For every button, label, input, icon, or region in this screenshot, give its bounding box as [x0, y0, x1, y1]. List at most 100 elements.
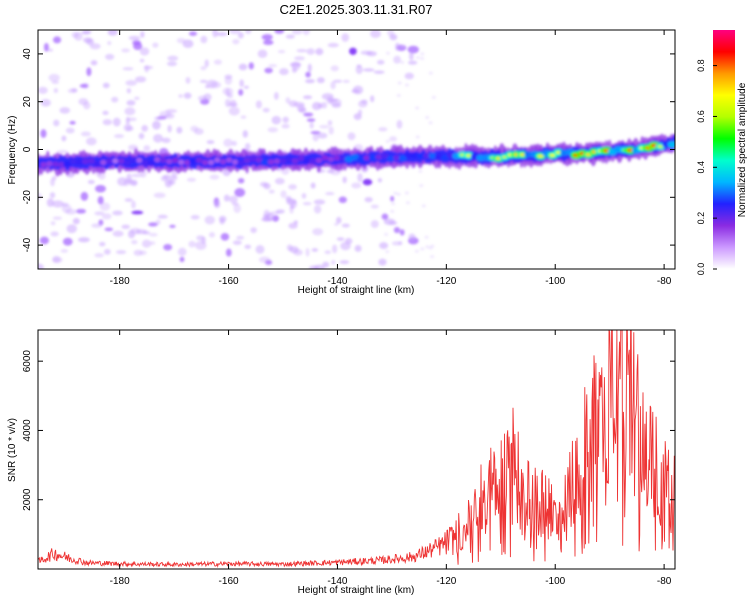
noise-speckle	[245, 30, 252, 35]
ridge-blob	[136, 157, 143, 163]
noise-speckle	[90, 60, 98, 66]
noise-speckle	[390, 209, 395, 213]
noise-speckle	[393, 226, 401, 234]
noise-speckle	[336, 216, 342, 224]
noise-speckle	[240, 115, 247, 119]
noise-speckle	[407, 60, 418, 65]
noise-speckle	[305, 71, 311, 78]
noise-speckle	[430, 255, 435, 259]
noise-speckle	[52, 216, 63, 220]
noise-speckle	[291, 30, 303, 35]
noise-speckle	[237, 31, 244, 39]
noise-speckle	[183, 92, 192, 99]
ridge-blob	[159, 157, 167, 164]
noise-speckle	[347, 132, 356, 141]
noise-speckle	[354, 245, 362, 252]
ridge-blob	[381, 153, 389, 159]
noise-speckle	[186, 177, 197, 182]
noise-speckle	[61, 204, 72, 213]
noise-speckle	[53, 119, 60, 127]
noise-speckle	[255, 100, 262, 109]
noise-speckle	[225, 248, 232, 257]
noise-speckle	[99, 241, 106, 247]
noise-speckle	[341, 223, 350, 228]
noise-speckle	[131, 210, 144, 215]
snr-y-tick-label: 2000	[22, 488, 33, 511]
noise-speckle	[65, 127, 75, 134]
ridge-blob	[393, 155, 401, 161]
noise-speckle	[97, 196, 104, 205]
spectrogram-y-tick-label: -40	[22, 237, 33, 252]
noise-speckle	[190, 125, 199, 132]
noise-speckle	[232, 38, 240, 45]
snr-x-tick-label: -80	[657, 576, 672, 587]
ridge-blob	[57, 161, 65, 168]
noise-speckle	[330, 81, 336, 90]
noise-speckle	[333, 79, 343, 83]
spectrogram-x-tick-label: -140	[327, 276, 347, 287]
noise-speckle	[267, 127, 279, 133]
noise-speckle	[125, 125, 134, 132]
spectrogram-x-ticks: -180 -160 -140 -120 -100 -80	[110, 30, 672, 287]
noise-speckle	[94, 184, 107, 193]
ridge-blob	[117, 158, 125, 164]
ridge-blob	[327, 156, 335, 163]
noise-speckle	[121, 48, 131, 53]
spectrogram-y-tick-label: 0	[22, 146, 33, 152]
noise-speckle	[257, 49, 268, 58]
noise-speckle	[415, 135, 420, 139]
ridge-blob	[285, 156, 293, 163]
ridge-blob	[81, 158, 89, 165]
noise-speckle	[62, 237, 73, 246]
noise-speckle	[94, 211, 105, 216]
noise-speckle	[224, 74, 233, 80]
noise-speckle	[112, 117, 121, 127]
ridge-blob	[303, 157, 311, 164]
noise-speckle	[157, 214, 168, 219]
noise-speckle	[50, 231, 59, 237]
noise-speckle	[408, 233, 416, 241]
ridge-blob	[112, 158, 119, 164]
noise-speckle	[125, 116, 130, 125]
noise-speckle	[216, 32, 228, 37]
noise-speckle	[86, 67, 92, 77]
ridge-blob	[93, 160, 102, 167]
ridge-blob	[52, 161, 59, 167]
noise-speckle	[339, 260, 350, 265]
spectrogram-panel: -180 -160 -140 -120 -100 -80 -40 -20 0 20 40 Heig…	[7, 29, 676, 296]
noise-speckle	[317, 132, 328, 139]
ridge-blob	[297, 155, 305, 162]
noise-speckle	[208, 232, 216, 238]
noise-speckle	[154, 116, 164, 121]
ridge-blob	[40, 161, 47, 168]
noise-speckle	[40, 99, 51, 107]
noise-speckle	[148, 222, 158, 227]
noise-speckle	[128, 35, 141, 41]
noise-speckle	[302, 30, 310, 36]
colorbar-tick-label: 0.0	[696, 263, 706, 276]
noise-speckle	[82, 30, 92, 35]
noise-speckle	[233, 204, 241, 213]
noise-speckle	[139, 47, 150, 56]
noise-speckle	[239, 79, 244, 88]
colorbar-tick-label: 0.2	[696, 212, 706, 225]
snr-x-tick-label: -160	[219, 576, 239, 587]
noise-speckle	[59, 107, 71, 114]
noise-speckle	[385, 51, 390, 55]
noise-speckle	[306, 48, 315, 55]
ridge-blob	[237, 159, 245, 166]
noise-speckle	[327, 42, 339, 48]
ridge-blob	[189, 158, 198, 165]
noise-speckle	[163, 243, 173, 251]
noise-speckle	[364, 197, 373, 203]
noise-speckle	[291, 67, 297, 73]
noise-speckle	[67, 88, 78, 94]
noise-speckle	[231, 140, 237, 146]
noise-speckle	[285, 34, 295, 39]
noise-speckle	[415, 106, 420, 110]
ridge-blob	[75, 159, 84, 166]
noise-speckle	[275, 209, 285, 214]
noise-speckle	[209, 174, 220, 180]
noise-speckle	[273, 92, 279, 100]
noise-speckle	[393, 55, 402, 64]
